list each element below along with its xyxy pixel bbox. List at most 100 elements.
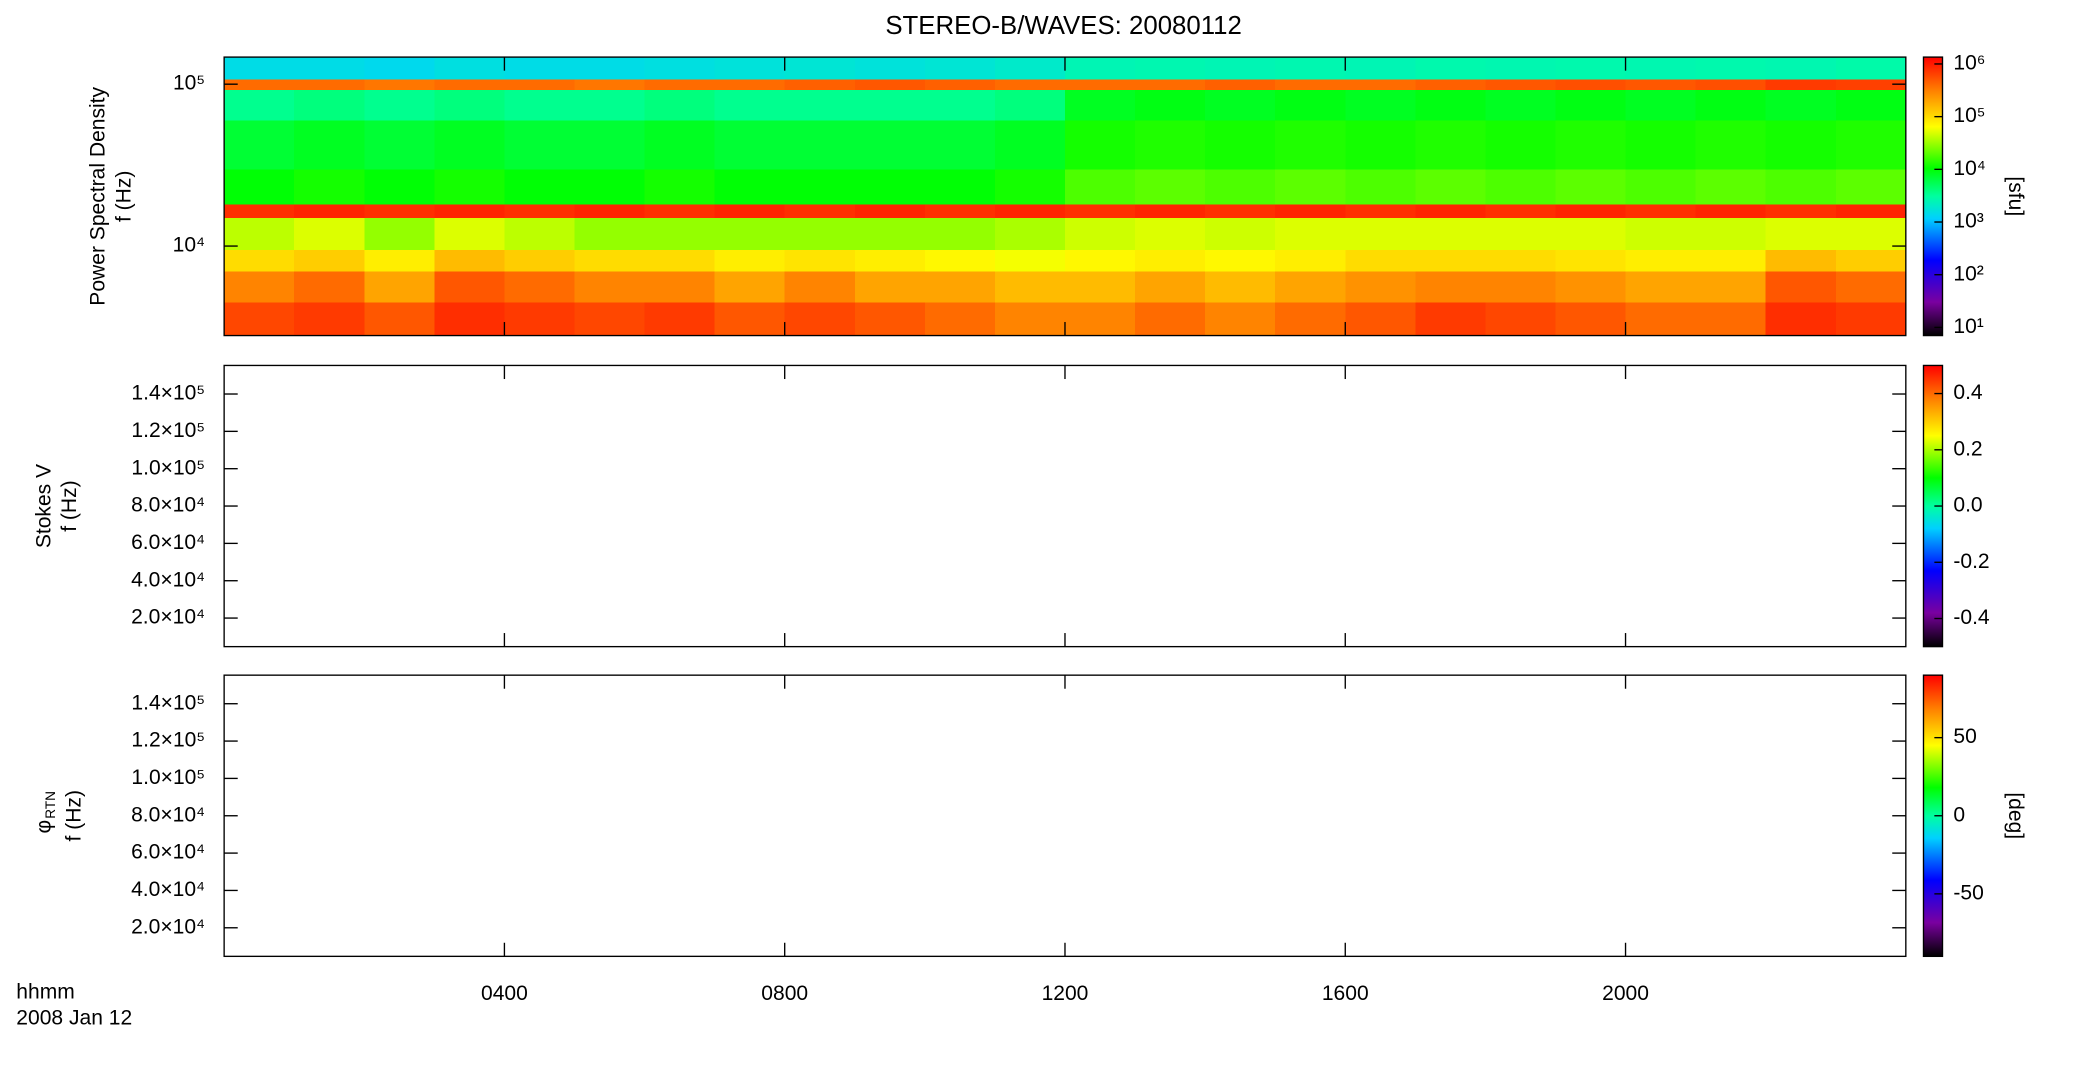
- heatmap-cell: [644, 203, 716, 219]
- heatmap-cell: [784, 78, 856, 91]
- heatmap-cell: [1695, 168, 1767, 205]
- heatmap-cell: [504, 203, 576, 219]
- heatmap-cell: [574, 249, 646, 272]
- heatmap-cell: [714, 271, 786, 303]
- heatmap-cell: [1695, 89, 1767, 121]
- heatmap-cell: [1205, 78, 1276, 91]
- heatmap-cell: [224, 57, 295, 80]
- heatmap-cell: [1275, 249, 1346, 272]
- colorbar-tick-label: -0.2: [1953, 550, 1989, 573]
- heatmap-cell: [1275, 120, 1346, 170]
- heatmap-cell: [574, 217, 646, 251]
- y-axis-label-subscript: RTN: [43, 791, 58, 819]
- heatmap-cell: [364, 89, 435, 121]
- y-axis-label: f (Hz): [62, 790, 85, 841]
- colorbar-tick-label: 10¹: [1953, 315, 1983, 338]
- y-tick-label: 1.2×10⁵: [131, 419, 205, 442]
- heatmap-cell: [1765, 271, 1837, 303]
- heatmap-cell: [1485, 120, 1557, 170]
- x-tick-label: 0400: [481, 982, 528, 1005]
- colorbar: [1923, 365, 1943, 647]
- heatmap-cell: [1135, 89, 1206, 121]
- heatmap-cell: [434, 203, 505, 219]
- heatmap-cell: [1695, 217, 1767, 251]
- heatmap-cell: [364, 271, 435, 303]
- heatmap-cell: [1415, 78, 1486, 91]
- heatmap-cell: [1765, 217, 1837, 251]
- heatmap-cell: [1064, 302, 1136, 337]
- heatmap-cell: [1485, 249, 1557, 272]
- heatmap-cell: [1485, 203, 1557, 219]
- heatmap-cell: [714, 57, 786, 80]
- heatmap-cell: [1835, 78, 1907, 91]
- heatmap-cell: [294, 78, 365, 91]
- y-axis-label: Stokes V: [32, 464, 55, 548]
- heatmap-cell: [1485, 302, 1557, 337]
- heatmap-cell: [994, 302, 1066, 337]
- heatmap-cell: [224, 217, 295, 251]
- heatmap-cell: [924, 120, 996, 170]
- heatmap-cell: [714, 78, 786, 91]
- heatmap-cell: [294, 249, 365, 272]
- heatmap-cell: [1835, 271, 1907, 303]
- heatmap-cell: [1064, 89, 1136, 121]
- heatmap-cell: [1765, 302, 1837, 337]
- x-tick-label: 1600: [1322, 982, 1369, 1005]
- heatmap-cell: [924, 57, 996, 80]
- heatmap-cell: [224, 302, 295, 337]
- heatmap-cell: [1765, 203, 1837, 219]
- heatmap-cell: [1064, 57, 1136, 80]
- heatmap-cell: [294, 168, 365, 205]
- heatmap-cell: [644, 217, 716, 251]
- y-tick-label: 8.0×10⁴: [131, 494, 205, 517]
- heatmap-cell: [854, 217, 926, 251]
- heatmap-cell: [1555, 78, 1627, 91]
- heatmap-cell: [714, 168, 786, 205]
- heatmap-cell: [1765, 120, 1837, 170]
- plot-frame: [223, 364, 1907, 648]
- heatmap-cell: [434, 302, 505, 337]
- heatmap-cell: [1064, 78, 1136, 91]
- heatmap-cell: [1275, 302, 1346, 337]
- heatmap-cell: [994, 271, 1066, 303]
- heatmap-cell: [784, 89, 856, 121]
- heatmap-cell: [1415, 271, 1486, 303]
- heatmap-cell: [1064, 249, 1136, 272]
- heatmap-cell: [714, 89, 786, 121]
- heatmap-cell: [1625, 203, 1697, 219]
- colorbar-tick-label: -0.4: [1953, 606, 1990, 629]
- heatmap-cell: [644, 120, 716, 170]
- y-tick-label: 10⁵: [173, 72, 205, 95]
- heatmap-cell: [1835, 168, 1907, 205]
- colorbar-tick-label: 0: [1953, 803, 1965, 826]
- heatmap-cell: [644, 249, 716, 272]
- heatmap-cell: [1765, 89, 1837, 121]
- heatmap-cell: [434, 120, 505, 170]
- heatmap-cell: [1205, 217, 1276, 251]
- heatmap-cell: [784, 168, 856, 205]
- heatmap-cell: [994, 249, 1066, 272]
- colorbar-tick-label: 10⁵: [1953, 104, 1985, 127]
- heatmap-cell: [1205, 89, 1276, 121]
- heatmap-cell: [1485, 271, 1557, 303]
- heatmap-cell: [644, 78, 716, 91]
- heatmap-cell: [504, 271, 576, 303]
- heatmap-cell: [714, 217, 786, 251]
- heatmap-cell: [1555, 57, 1627, 80]
- heatmap-cell: [224, 89, 295, 121]
- heatmap-cell: [574, 78, 646, 91]
- y-axis-label: f (Hz): [113, 171, 136, 222]
- heatmap-cell: [294, 57, 365, 80]
- heatmap-cell: [1695, 271, 1767, 303]
- y-axis-label-symbol: φ: [32, 820, 55, 834]
- colorbar-label: [deg]: [2004, 792, 2027, 839]
- heatmap-cell: [1205, 120, 1276, 170]
- heatmap-cell: [1205, 249, 1276, 272]
- x-tick-label: 2000: [1602, 982, 1649, 1005]
- heatmap-cell: [1555, 120, 1627, 170]
- heatmap-cell: [1064, 271, 1136, 303]
- heatmap-cell: [434, 168, 505, 205]
- y-tick-label: 1.4×10⁵: [131, 382, 205, 405]
- heatmap-cell: [1205, 203, 1276, 219]
- heatmap-cell: [1625, 89, 1697, 121]
